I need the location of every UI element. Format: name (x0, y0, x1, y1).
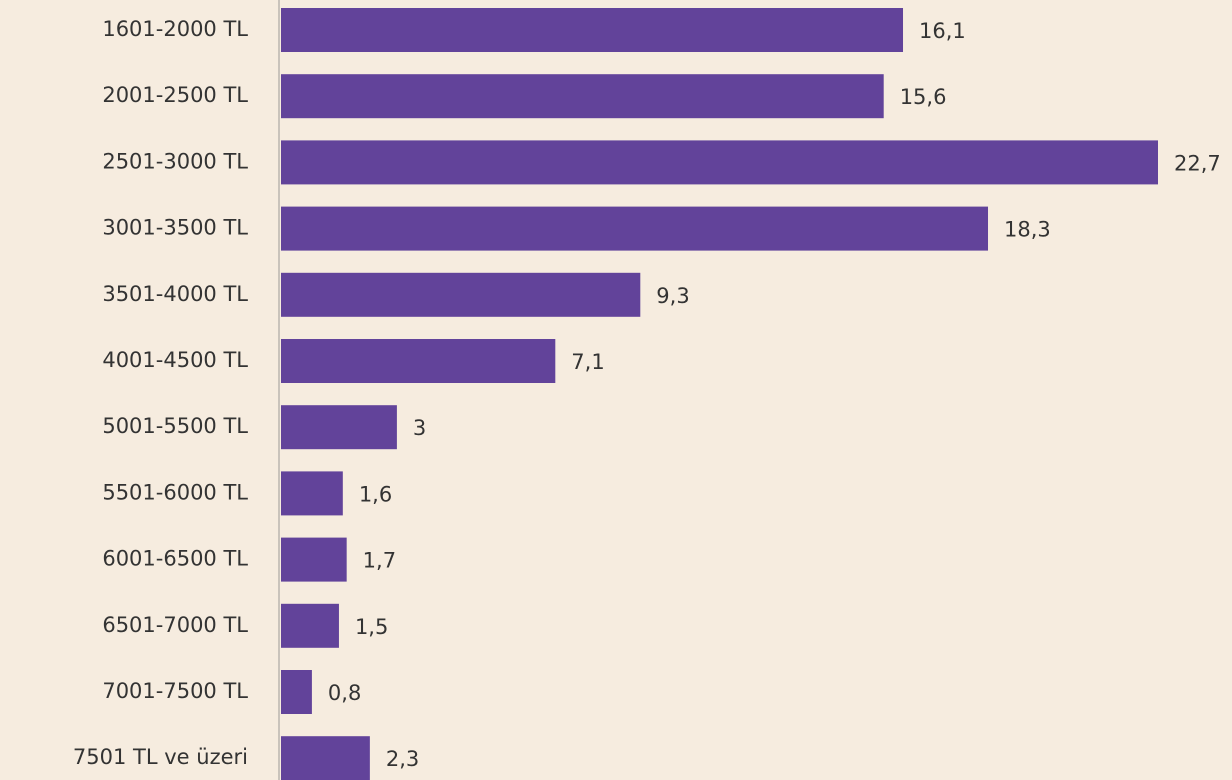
category-label: 4001-4500 TL (102, 348, 248, 372)
value-label: 22,7 (1174, 151, 1221, 175)
category-label: 3001-3500 TL (102, 216, 248, 240)
category-label: 7501 TL ve üzeri (73, 745, 248, 769)
bar (281, 206, 989, 251)
category-label: 5501-6000 TL (102, 480, 248, 504)
value-label: 15,6 (900, 85, 947, 109)
category-label: 1601-2000 TL (102, 17, 248, 41)
value-label: 3 (413, 416, 426, 440)
value-label: 18,3 (1004, 218, 1051, 242)
value-label: 0,8 (328, 681, 361, 705)
bar (281, 8, 904, 52)
bar (281, 405, 397, 450)
value-label: 1,7 (363, 549, 396, 573)
category-label: 3501-4000 TL (102, 282, 248, 306)
value-label: 16,1 (919, 19, 966, 43)
category-label: 6001-6500 TL (102, 547, 248, 571)
bar (281, 537, 347, 582)
value-label: 1,5 (355, 615, 388, 639)
category-label: 2501-3000 TL (102, 149, 248, 173)
value-label: 1,6 (359, 482, 392, 506)
value-label: 2,3 (386, 747, 419, 771)
bar (281, 471, 343, 516)
bar (281, 339, 556, 383)
category-label: 7001-7500 TL (102, 679, 248, 703)
value-label: 7,1 (571, 350, 604, 374)
bar (281, 272, 641, 317)
bar (281, 140, 1158, 185)
bar (281, 670, 312, 714)
bar (281, 603, 339, 648)
value-label: 9,3 (656, 284, 689, 308)
category-label: 6501-7000 TL (102, 613, 248, 637)
bar (281, 74, 884, 119)
bar (281, 736, 370, 780)
category-label: 5001-5500 TL (102, 414, 248, 438)
category-label: 2001-2500 TL (102, 83, 248, 107)
